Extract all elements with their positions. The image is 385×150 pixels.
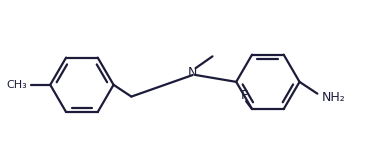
Text: F: F	[241, 89, 248, 102]
Text: CH₃: CH₃	[7, 80, 27, 90]
Text: N: N	[188, 66, 198, 79]
Text: NH₂: NH₂	[321, 91, 345, 104]
